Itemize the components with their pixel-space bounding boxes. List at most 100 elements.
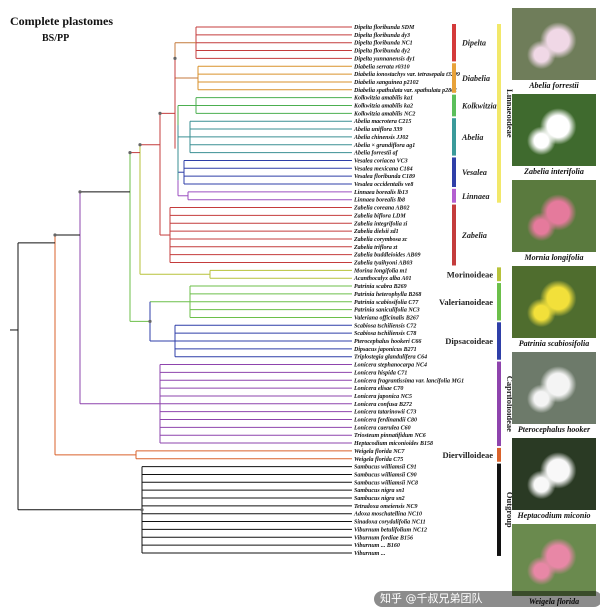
genus-label-5: Linnaea [461, 192, 490, 201]
taxon-label-24: Zabelia biflora LDM [353, 213, 406, 219]
taxon-label-10: Kolkwitzia amabilis ka2 [353, 104, 413, 110]
genus-bar-5 [452, 188, 456, 203]
taxon-label-54: Weigela florida NC7 [354, 449, 406, 455]
figure-title: Complete plastomes [10, 14, 113, 28]
taxon-label-11: Kolkwitzia amabilis NC2 [353, 111, 415, 117]
photo-label-3: Patrinia scabiosifolia [518, 339, 590, 348]
subfamily-label-5: Diervilloideae [442, 450, 493, 460]
taxon-label-43: Lonicera stephanocarpa NC4 [353, 363, 427, 369]
taxon-label-62: Adoxa moschatellina NC10 [353, 512, 422, 518]
taxon-label-41: Dipsacus japonicus B271 [353, 347, 417, 353]
photo-2 [512, 180, 596, 252]
taxon-label-63: Sinadoxa corydalifolia NC11 [354, 520, 426, 526]
taxon-label-30: Zabelia tyaihyoni AB03 [353, 261, 412, 267]
subfamily-bar-6 [497, 463, 501, 556]
taxon-label-14: Abelia chinensis JJ02 [353, 135, 408, 141]
subfamily-label-1: Morinoideae [447, 269, 493, 279]
taxon-label-31: Morina longifolia m1 [353, 268, 407, 274]
taxon-label-1: Dipelta floribunda dy3 [353, 33, 410, 39]
taxon-label-22: Linnaea borealis lb8 [353, 198, 405, 204]
subfamily-bar-0 [497, 24, 501, 203]
taxon-label-33: Patrinia scabra B269 [354, 284, 407, 290]
taxon-label-17: Vesalea coriacea VC3 [354, 158, 408, 164]
taxon-label-25: Zabelia integrifolia zi [353, 221, 408, 227]
node-dot-6 [148, 319, 152, 323]
watermark: 知乎 @千叔兄弟团队 [374, 591, 600, 607]
node-dot-0 [173, 56, 177, 61]
taxon-label-55: Weigela florida C75 [354, 457, 403, 463]
photo-0 [512, 8, 596, 80]
taxon-label-28: Zabelia triflora zt [353, 245, 398, 251]
subfamily-label-6: Outgroup [505, 492, 515, 528]
taxon-label-37: Valeriana officinalis B267 [354, 315, 420, 321]
taxon-label-20: Vesalea occidentalis ve8 [354, 182, 413, 188]
taxon-label-5: Diabelia serrata r0310 [353, 64, 410, 70]
taxon-label-52: Triosteum pinnatifidum NC6 [354, 433, 426, 439]
genus-label-1: Diabelia [461, 74, 490, 83]
taxon-label-4: Dipelta yunnanensis dy1 [353, 56, 415, 62]
taxon-label-46: Lonicera elisae C70 [353, 386, 403, 392]
taxon-label-59: Sambucus nigra sn1 [354, 488, 405, 494]
taxon-label-44: Lonicera hispida C71 [353, 370, 407, 376]
taxon-label-15: Abelia × grandiflora ag1 [353, 143, 415, 149]
photo-label-2: Mornia longifolia [524, 253, 584, 262]
genus-bar-6 [452, 204, 456, 266]
taxon-label-64: Viburnum betulifolium NC12 [354, 527, 427, 533]
taxon-label-23: Zabelia coreana AB02 [353, 206, 409, 212]
taxon-label-12: Abelia macrotera C215 [353, 119, 411, 125]
genus-bar-1 [452, 63, 456, 93]
taxon-label-65: Viburnum fordiae B156 [354, 535, 413, 541]
subfamily-bar-3 [497, 322, 501, 360]
subfamily-bar-5 [497, 447, 501, 462]
taxon-label-9: Kolkwitzia amabilis ka1 [353, 96, 413, 102]
genus-bar-4 [452, 157, 456, 187]
figure-subtitle: BS/PP [42, 33, 70, 44]
taxon-label-2: Dipelta floribunda NC1 [353, 41, 413, 47]
genus-bar-0 [452, 24, 456, 62]
taxon-label-47: Lonicera japonica NC5 [353, 394, 412, 400]
node-dot-3 [128, 151, 132, 155]
photo-label-1: Zabelia interifolia [524, 167, 584, 176]
taxon-label-49: Lonicera tatarinowii C73 [353, 410, 416, 416]
genus-label-3: Abelia [461, 133, 483, 142]
taxon-label-50: Lonicera ferdinandii C80 [353, 418, 417, 424]
photo-label-4: Pterocephalus hooker [517, 425, 591, 434]
taxon-label-57: Sambucus williamsii C90 [354, 472, 417, 478]
taxon-label-60: Sambucus nigra sn2 [354, 496, 405, 502]
node-dot-5 [53, 233, 57, 237]
taxon-label-21: Linnaea borealis lb13 [353, 190, 408, 196]
subfamily-label-0: Linnaeoideae [505, 89, 515, 138]
taxon-label-3: Dipelta floribunda dy2 [353, 49, 410, 55]
taxon-label-26: Zabelia dielsii zd1 [353, 229, 399, 235]
taxon-label-56: Sambucus williamsii C91 [354, 465, 417, 471]
taxon-label-66: Viburnum ... B160 [354, 543, 400, 549]
subfamily-bar-4 [497, 361, 501, 447]
taxon-label-27: Zabelia corymbosa zc [353, 237, 408, 243]
taxon-label-19: Vesalea floribunda C189 [354, 174, 415, 180]
taxon-label-38: Scabiosa tschiliensis C72 [354, 323, 416, 329]
photo-4 [512, 352, 596, 424]
photo-5 [512, 438, 596, 510]
taxon-label-45: Lonicera fragrantissima var. lancifolia … [353, 378, 464, 384]
genus-label-0: Dipelta [461, 39, 486, 48]
taxon-label-34: Patrinia heterophylla B268 [354, 292, 421, 298]
taxon-label-67: Viburnum ... [354, 551, 386, 557]
taxon-label-58: Sambucus williamsii NC8 [354, 480, 418, 486]
photo-1 [512, 94, 596, 166]
taxon-label-40: Pterocephalus hookeri C66 [354, 339, 421, 345]
genus-label-2: Kolkwitzia [461, 102, 497, 111]
photo-3 [512, 266, 596, 338]
genus-label-4: Vesalea [462, 168, 487, 177]
taxon-label-53: Heptacodium miconioides B158 [353, 441, 433, 447]
taxon-label-36: Patrinia saniculifolia NC3 [354, 308, 420, 314]
photo-label-5: Heptacodium miconio [517, 511, 591, 520]
genus-label-6: Zabelia [461, 231, 487, 240]
node-dot-4 [78, 190, 82, 194]
subfamily-label-4: Caprifolioideae [505, 376, 515, 432]
taxon-label-42: Triplostegia glandulifera C64 [354, 355, 427, 361]
taxon-label-18: Vesalea mexicana C184 [354, 166, 413, 172]
taxon-label-51: Lonicera caerulea C60 [353, 425, 411, 431]
taxon-label-61: Tetradoxa omeiensis NC9 [354, 504, 417, 510]
